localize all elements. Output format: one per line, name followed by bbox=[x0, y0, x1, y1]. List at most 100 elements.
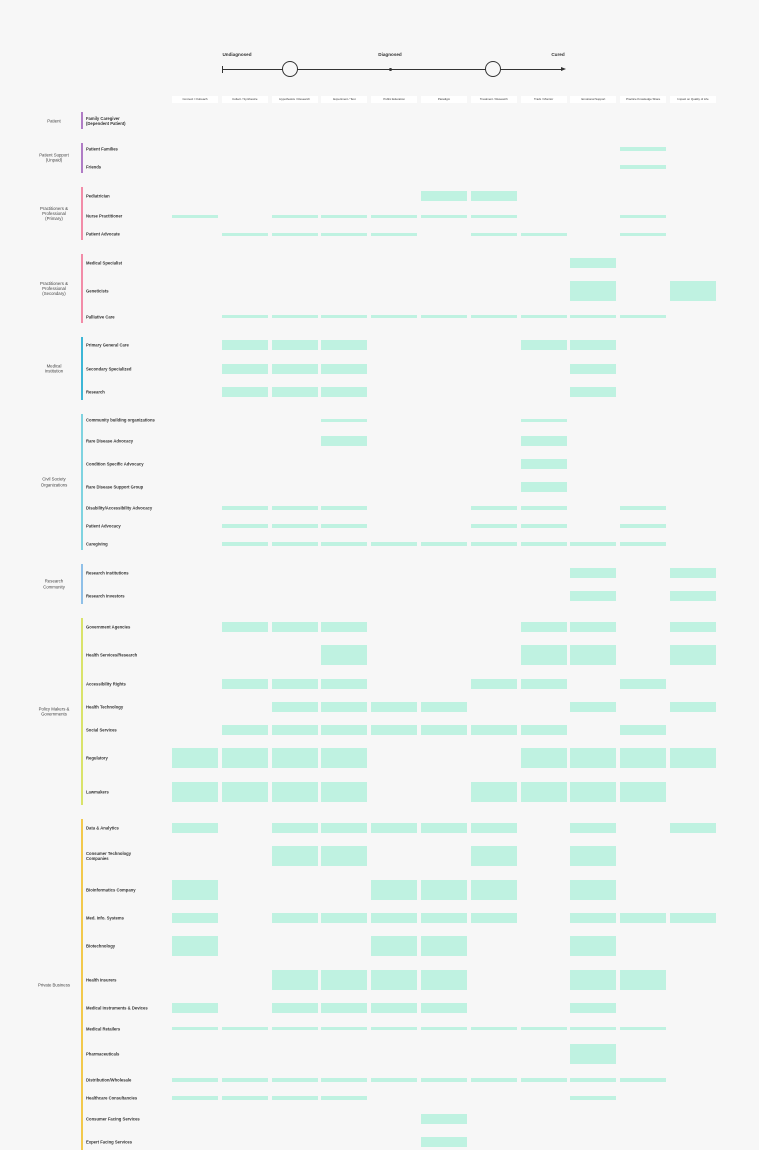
group-label: Patient Support (Unpaid) bbox=[39, 152, 69, 163]
matrix-cell bbox=[221, 1078, 268, 1082]
matrix-cell bbox=[620, 748, 667, 769]
matrix-cell bbox=[470, 214, 517, 218]
matrix-cell bbox=[570, 280, 617, 302]
matrix-cell bbox=[321, 748, 368, 769]
group-bar bbox=[81, 414, 83, 550]
matrix-cell bbox=[620, 315, 667, 319]
matrix-cell bbox=[221, 1096, 268, 1100]
matrix-cell bbox=[172, 936, 218, 957]
matrix-cell bbox=[620, 165, 667, 169]
group-bar bbox=[81, 618, 83, 806]
matrix-cell bbox=[271, 232, 318, 236]
matrix-cell bbox=[421, 822, 467, 834]
column-header: Public Education bbox=[371, 96, 418, 103]
row-label: Pediatrician bbox=[86, 193, 110, 199]
matrix-cell bbox=[670, 567, 716, 578]
matrix-cell bbox=[570, 340, 617, 351]
matrix-cell bbox=[172, 1096, 218, 1100]
stakeholder-matrix: Undiagnosed Diagnosed Cured Connect / Ou… bbox=[38, 52, 716, 1150]
column-header: Track / Monitor bbox=[520, 96, 567, 103]
matrix-cell bbox=[321, 363, 368, 374]
group-label: Policy Makers & Governments bbox=[38, 706, 70, 717]
matrix-cell bbox=[321, 1026, 368, 1031]
matrix-cell bbox=[421, 879, 467, 900]
matrix-cell bbox=[371, 315, 418, 319]
row-label: Caregiving bbox=[86, 541, 108, 547]
column-header: Experiment / Test bbox=[321, 96, 368, 103]
matrix-cell bbox=[570, 846, 617, 867]
matrix-cell bbox=[620, 724, 667, 736]
matrix-cell bbox=[321, 822, 368, 834]
matrix-cell bbox=[670, 822, 716, 834]
timeline-line bbox=[222, 69, 562, 70]
matrix-cell bbox=[371, 214, 418, 218]
matrix-cell bbox=[221, 542, 268, 546]
row-label: Healthcare Consultancies bbox=[86, 1095, 138, 1101]
matrix-cell bbox=[371, 1002, 418, 1014]
matrix-cell bbox=[271, 621, 318, 633]
cycle-icon bbox=[485, 61, 501, 77]
row-label: Patient Advocate bbox=[86, 231, 120, 237]
row-label: Consumer Facing Services bbox=[86, 1116, 140, 1122]
row-label: Expert Facing Services bbox=[86, 1139, 133, 1145]
column-header: Practice Knowledge Share bbox=[620, 96, 667, 103]
matrix-cell bbox=[520, 748, 567, 769]
matrix-cell bbox=[470, 1078, 517, 1082]
matrix-cell bbox=[321, 781, 368, 802]
matrix-cell bbox=[570, 1002, 617, 1014]
row-label: Family Caregiver (Dependent Patient) bbox=[86, 115, 126, 126]
row-label: Government Agencies bbox=[86, 624, 131, 630]
matrix-cell bbox=[221, 748, 268, 769]
row-label: Distribution/Wholesale bbox=[86, 1077, 132, 1083]
matrix-cell bbox=[421, 936, 467, 957]
matrix-cell bbox=[570, 781, 617, 802]
matrix-cell bbox=[570, 645, 617, 666]
matrix-cell bbox=[371, 232, 418, 236]
group-label: Civil Society Organizations bbox=[40, 476, 68, 488]
group-bar bbox=[81, 336, 83, 401]
matrix-cell bbox=[570, 542, 617, 546]
matrix-cell bbox=[570, 257, 617, 268]
column-header: Collect / Synthesize bbox=[221, 96, 268, 103]
matrix-cell bbox=[570, 315, 617, 319]
matrix-cell bbox=[221, 340, 268, 351]
matrix-cell bbox=[271, 724, 318, 736]
matrix-cell bbox=[620, 1026, 667, 1031]
matrix-cell bbox=[670, 590, 716, 601]
matrix-cell bbox=[321, 1096, 368, 1100]
matrix-cell bbox=[221, 232, 268, 236]
matrix-cell bbox=[470, 542, 517, 546]
group-bar bbox=[81, 819, 83, 1150]
matrix-cell bbox=[421, 1113, 467, 1124]
matrix-cell bbox=[520, 315, 567, 319]
matrix-cell bbox=[470, 315, 517, 319]
matrix-cell bbox=[520, 232, 567, 236]
matrix-cell bbox=[172, 748, 218, 769]
row-label: Disability/Accessibility Advocacy bbox=[86, 505, 153, 511]
matrix-cell bbox=[520, 340, 567, 351]
group-label: Practitioners & Professional (Primary) bbox=[40, 205, 68, 222]
matrix-cell bbox=[520, 781, 567, 802]
matrix-cell bbox=[520, 678, 567, 689]
matrix-cell bbox=[520, 1026, 567, 1031]
matrix-cell bbox=[520, 506, 567, 510]
matrix-cell bbox=[271, 748, 318, 769]
column-header: Treatment / Research bbox=[470, 96, 517, 103]
matrix-cell bbox=[271, 506, 318, 510]
matrix-cell bbox=[271, 315, 318, 319]
row-label: Palliative Care bbox=[86, 314, 115, 320]
stage-cured: Cured bbox=[551, 52, 565, 57]
matrix-cell bbox=[570, 1078, 617, 1082]
group-bar bbox=[81, 143, 83, 173]
matrix-cell bbox=[221, 724, 268, 736]
matrix-cell bbox=[172, 912, 218, 924]
matrix-cell bbox=[470, 781, 517, 802]
matrix-cell bbox=[620, 912, 667, 924]
matrix-cell bbox=[172, 1026, 218, 1031]
column-header: Connect / Outreach bbox=[172, 96, 218, 103]
matrix-cell bbox=[470, 190, 517, 201]
matrix-cell bbox=[520, 482, 567, 493]
row-label: Friends bbox=[86, 164, 102, 170]
matrix-cell bbox=[421, 214, 467, 218]
matrix-cell bbox=[371, 912, 418, 924]
